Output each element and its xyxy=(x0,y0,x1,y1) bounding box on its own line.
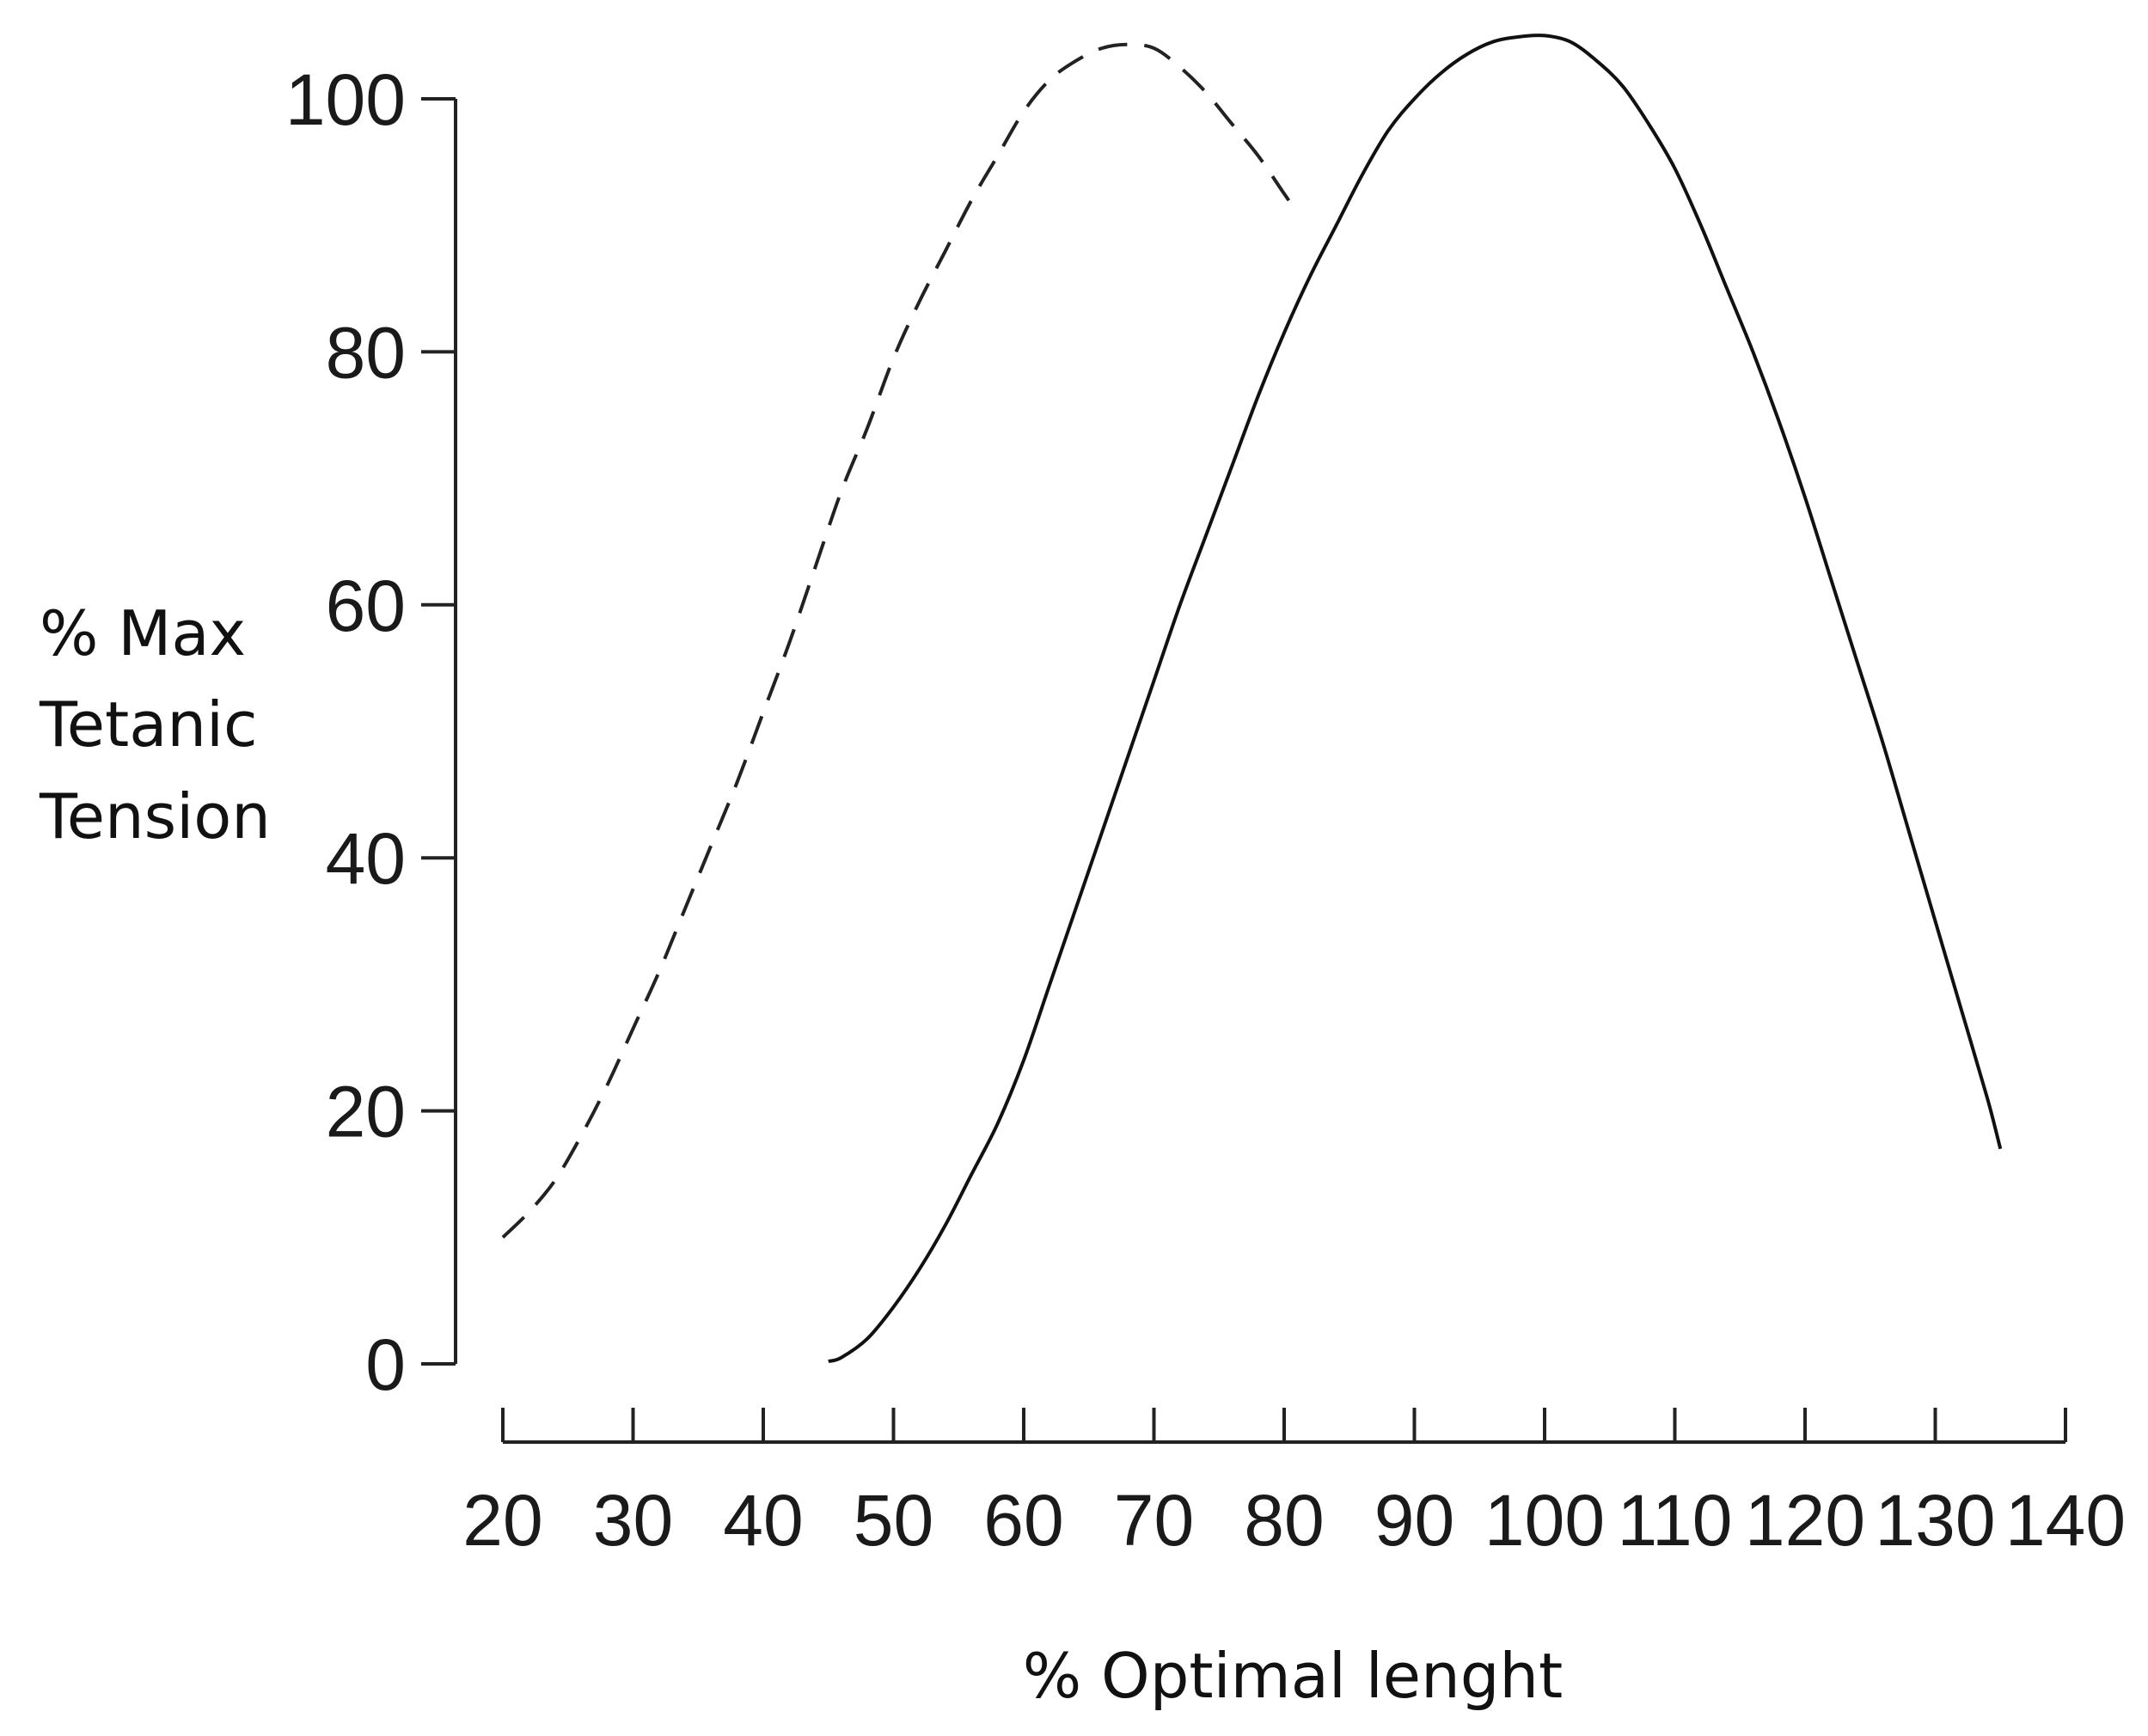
x-tick-label: 50 xyxy=(854,1480,933,1561)
y-axis-title-line-1: % Max xyxy=(40,597,246,669)
x-tick-label: 140 xyxy=(2005,1480,2126,1561)
x-tick-label: 100 xyxy=(1484,1480,1605,1561)
y-axis-title-line-3: Tension xyxy=(39,780,271,853)
y-tick-label: 40 xyxy=(326,818,406,899)
y-tick-label: 80 xyxy=(326,312,406,393)
y-axis-title-line-2: Tetanic xyxy=(39,688,258,761)
y-tick-label: 0 xyxy=(365,1324,406,1405)
x-tick-label: 60 xyxy=(983,1480,1063,1561)
y-axis: 0 20 40 60 80 100 xyxy=(285,59,457,1405)
series-layer xyxy=(501,34,2003,1364)
series-line-solid xyxy=(828,34,2003,1364)
y-tick-label: 20 xyxy=(326,1072,406,1152)
x-tick-label: 80 xyxy=(1244,1480,1324,1561)
y-tick-label: 100 xyxy=(285,59,406,140)
x-tick-label: 20 xyxy=(462,1480,542,1561)
x-tick-label: 70 xyxy=(1114,1480,1194,1561)
x-tick-label: 120 xyxy=(1745,1480,1865,1561)
x-tick-label: 90 xyxy=(1374,1480,1454,1561)
x-axis-title: % Optimal lenght xyxy=(1023,1640,1564,1712)
y-tick-label: 60 xyxy=(326,565,406,646)
x-tick-label: 40 xyxy=(723,1480,803,1561)
x-axis: 20 30 40 50 60 70 80 90 100 110 120 130 140 xyxy=(462,1408,2126,1561)
x-tick-label: 130 xyxy=(1875,1480,1995,1561)
x-tick-label: 110 xyxy=(1618,1480,1733,1561)
series-line-dashed xyxy=(501,42,1299,1239)
x-tick-label: 30 xyxy=(593,1480,673,1561)
